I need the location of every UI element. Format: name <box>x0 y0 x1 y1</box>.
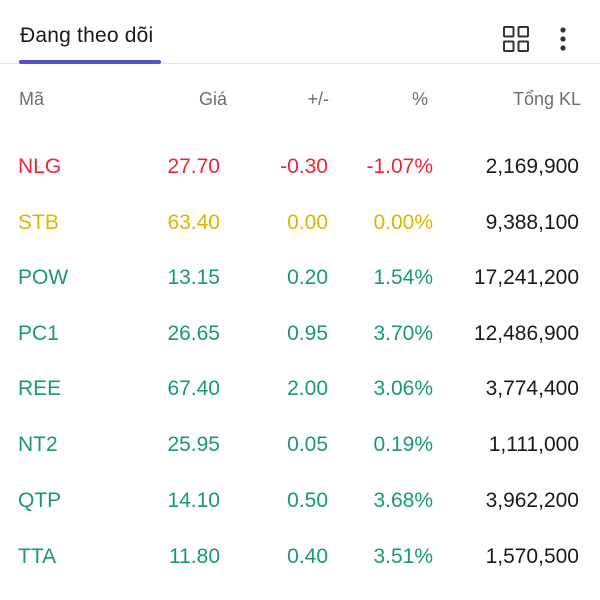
table-row[interactable]: QTP 14.10 0.50 3.68% 3,962,200 <box>0 481 600 521</box>
stock-percent: 1.54% <box>373 266 433 289</box>
stock-change: 0.00 <box>287 211 328 234</box>
stock-symbol: NT2 <box>18 433 58 456</box>
column-header-percent[interactable]: % <box>411 89 428 109</box>
table-row[interactable]: REE 67.40 2.00 3.06% 3,774,400 <box>0 369 600 409</box>
stock-volume: 17,241,200 <box>473 266 579 289</box>
stock-percent: 3.51% <box>373 545 433 568</box>
table-row[interactable]: NT2 25.95 0.05 0.19% 1,111,000 <box>0 425 600 465</box>
stock-symbol: PC1 <box>18 322 59 345</box>
stock-price: 63.40 <box>167 211 220 234</box>
column-header-volume[interactable]: Tổng KL <box>512 89 581 109</box>
stock-volume: 2,169,900 <box>485 155 579 178</box>
stock-change: 0.40 <box>287 545 328 568</box>
stock-symbol: POW <box>18 266 69 289</box>
tab-watchlist[interactable]: Đang theo dõi <box>20 24 154 47</box>
stock-volume: 3,774,400 <box>485 377 579 400</box>
stock-change: 0.05 <box>287 433 328 456</box>
more-vertical-icon[interactable] <box>552 24 574 54</box>
stock-price: 14.10 <box>167 489 220 512</box>
stock-price: 26.65 <box>167 322 220 345</box>
table-row[interactable]: NLG 27.70 -0.30 -1.07% 2,169,900 <box>0 147 600 187</box>
header-bar: Đang theo dõi <box>0 0 600 64</box>
stock-change: 0.50 <box>287 489 328 512</box>
stock-percent: 3.70% <box>373 322 433 345</box>
stock-volume: 3,962,200 <box>485 489 579 512</box>
stock-percent: -1.07% <box>366 155 433 178</box>
stock-price: 27.70 <box>167 155 220 178</box>
table-row[interactable]: POW 13.15 0.20 1.54% 17,241,200 <box>0 258 600 298</box>
stock-volume: 1,570,500 <box>485 545 579 568</box>
column-header-symbol[interactable]: Mã <box>19 89 45 109</box>
stock-percent: 0.19% <box>373 433 433 456</box>
stock-volume: 1,111,000 <box>488 433 579 456</box>
table-row[interactable]: STB 63.40 0.00 0.00% 9,388,100 <box>0 203 600 243</box>
column-header-price[interactable]: Giá <box>198 89 227 109</box>
active-tab-indicator <box>19 60 161 64</box>
stock-price: 11.80 <box>169 545 220 568</box>
stock-price: 25.95 <box>167 433 220 456</box>
stock-percent: 3.06% <box>373 377 433 400</box>
column-header-change[interactable]: +/- <box>307 89 329 109</box>
table-row[interactable]: PC1 26.65 0.95 3.70% 12,486,900 <box>0 314 600 354</box>
stock-price: 13.15 <box>167 266 220 289</box>
stock-percent: 3.68% <box>373 489 433 512</box>
stock-symbol: REE <box>18 377 62 400</box>
stock-change: 0.95 <box>287 322 328 345</box>
stock-change: 2.00 <box>287 377 328 400</box>
stock-symbol: TTA <box>18 545 57 568</box>
stock-symbol: STB <box>18 211 59 234</box>
table-row[interactable]: TTA 11.80 0.40 3.51% 1,570,500 <box>0 537 600 577</box>
stock-symbol: QTP <box>18 489 62 512</box>
stock-symbol: NLG <box>18 155 62 178</box>
stock-volume: 9,388,100 <box>485 211 579 234</box>
stock-price: 67.40 <box>167 377 220 400</box>
stock-change: 0.20 <box>287 266 328 289</box>
stock-percent: 0.00% <box>373 211 433 234</box>
stock-volume: 12,486,900 <box>473 322 579 345</box>
stock-change: -0.30 <box>280 155 328 178</box>
grid-view-icon[interactable] <box>503 26 529 52</box>
